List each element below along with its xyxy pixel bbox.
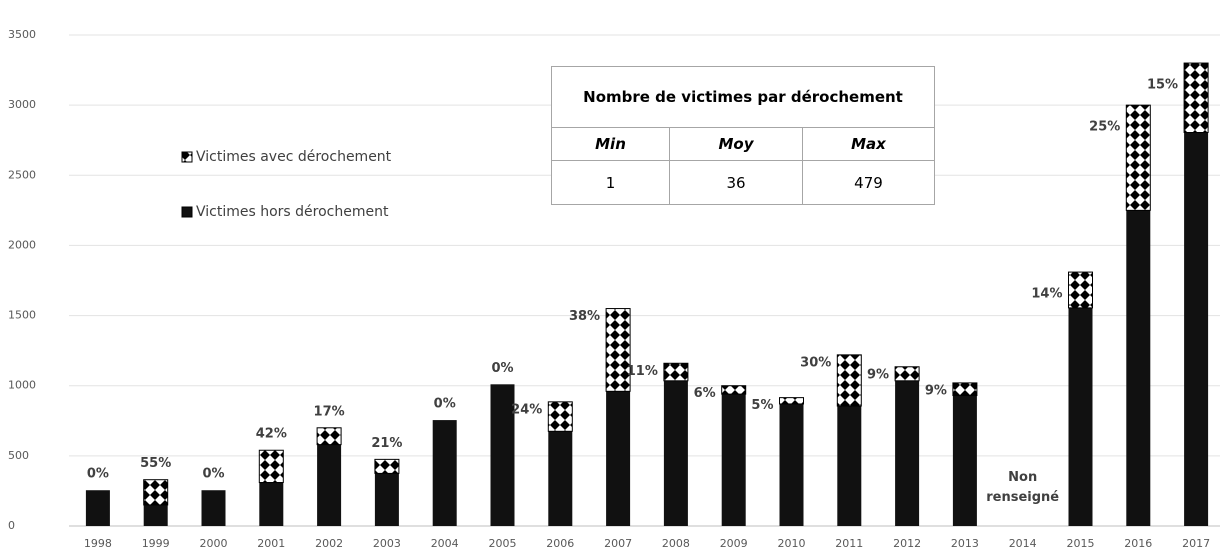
bar-segment: [837, 406, 862, 526]
y-tick-label: 3000: [8, 98, 36, 111]
x-tick-label: 2012: [893, 537, 921, 550]
y-tick-label: 2500: [8, 168, 36, 181]
bar-segment: [952, 395, 977, 526]
percent-label: 38%: [569, 309, 600, 324]
y-tick-label: 0: [8, 519, 15, 532]
bar-segment: [894, 366, 920, 382]
x-tick-label: 2014: [1009, 537, 1037, 550]
stats-table: Nombre de victimes par dérochement Min M…: [550, 66, 936, 205]
bar-segment: [143, 479, 169, 506]
bar-segment: [721, 394, 746, 526]
bar-segment: [779, 403, 804, 526]
table-cell: 1: [550, 160, 671, 205]
percent-label: 5%: [751, 398, 773, 413]
percent-label: 14%: [1031, 287, 1062, 302]
percent-label: 17%: [314, 404, 345, 419]
bar-segment: [895, 380, 920, 526]
bar-segment: [663, 362, 689, 382]
bar-segment: [317, 444, 342, 526]
bar-segment: [605, 308, 631, 392]
x-tick-label: 2007: [604, 537, 632, 550]
bar-segment: [1068, 307, 1093, 526]
bar-segment: [143, 504, 168, 526]
percent-label: 6%: [694, 386, 716, 401]
legend-swatch: [181, 151, 193, 163]
percent-label: 55%: [140, 456, 171, 471]
percent-label: 42%: [256, 427, 287, 442]
x-tick-label: 2000: [200, 537, 228, 550]
bar-segment: [1126, 210, 1151, 526]
y-tick-label: 500: [8, 449, 29, 462]
x-tick-label: 2001: [257, 537, 285, 550]
bar-segment: [1068, 271, 1093, 309]
x-tick-label: 1999: [142, 537, 170, 550]
bar-segment: [201, 490, 226, 526]
bar-segment: [721, 385, 747, 395]
bar-segment: [258, 449, 284, 484]
percent-label: 21%: [371, 436, 402, 451]
bar-segment: [663, 380, 688, 526]
bar-segment: [490, 384, 515, 526]
y-tick-label: 2000: [8, 238, 36, 251]
percent-label: 9%: [867, 367, 889, 382]
percent-label: 0%: [87, 467, 109, 482]
x-tick-label: 2011: [835, 537, 863, 550]
x-tick-label: 2008: [662, 537, 690, 550]
percent-label: 24%: [511, 402, 542, 417]
x-tick-label: 2006: [546, 537, 574, 550]
bar-segment: [779, 397, 804, 405]
y-tick-label: 3500: [8, 28, 36, 41]
x-tick-label: 2010: [778, 537, 806, 550]
percent-label: 9%: [925, 383, 947, 398]
bar-segment: [1183, 62, 1209, 133]
table-cell: 479: [801, 160, 936, 205]
table-header: Moy: [669, 127, 803, 161]
percent-label: 15%: [1147, 78, 1178, 93]
x-tick-label: 2017: [1182, 537, 1210, 550]
bar-segment: [374, 458, 400, 474]
x-tick-label: 2003: [373, 537, 401, 550]
percent-label: 0%: [434, 397, 456, 412]
bar-segment: [952, 382, 978, 397]
x-tick-label: 2002: [315, 537, 343, 550]
percent-label: 30%: [800, 355, 831, 370]
bar-segment: [547, 401, 573, 432]
legend-swatch: [181, 206, 193, 218]
x-tick-label: 2005: [489, 537, 517, 550]
x-tick-label: 2013: [951, 537, 979, 550]
y-tick-label: 1000: [8, 379, 36, 392]
table-header: Max: [801, 127, 936, 161]
bar-segment: [316, 427, 342, 446]
x-tick-label: 2009: [720, 537, 748, 550]
percent-label: 11%: [627, 364, 658, 379]
percent-label: 0%: [202, 467, 224, 482]
table-cell: 36: [669, 160, 803, 205]
bar-segment: [432, 420, 457, 526]
bar-segment: [1184, 132, 1209, 526]
bar-segment: [548, 431, 573, 526]
bar-segment: [836, 354, 862, 407]
bar-segment: [85, 490, 110, 526]
x-tick-label: 2004: [431, 537, 459, 550]
bar-segment: [259, 482, 284, 526]
x-tick-label: 1998: [84, 537, 112, 550]
table-header: Min: [550, 127, 671, 161]
percent-label: 0%: [491, 361, 513, 376]
bar-segment: [374, 473, 399, 526]
x-tick-label: 2015: [1067, 537, 1095, 550]
annotation: Non renseigné: [986, 470, 1060, 505]
table-title: Nombre de victimes par dérochement: [551, 66, 935, 128]
y-tick-label: 1500: [8, 309, 36, 322]
bar-segment: [1125, 104, 1151, 211]
x-tick-label: 2016: [1124, 537, 1152, 550]
legend-label: Victimes hors dérochement: [196, 204, 389, 220]
legend-label: Victimes avec dérochement: [196, 149, 392, 165]
percent-label: 25%: [1089, 120, 1120, 135]
bar-segment: [606, 391, 631, 526]
